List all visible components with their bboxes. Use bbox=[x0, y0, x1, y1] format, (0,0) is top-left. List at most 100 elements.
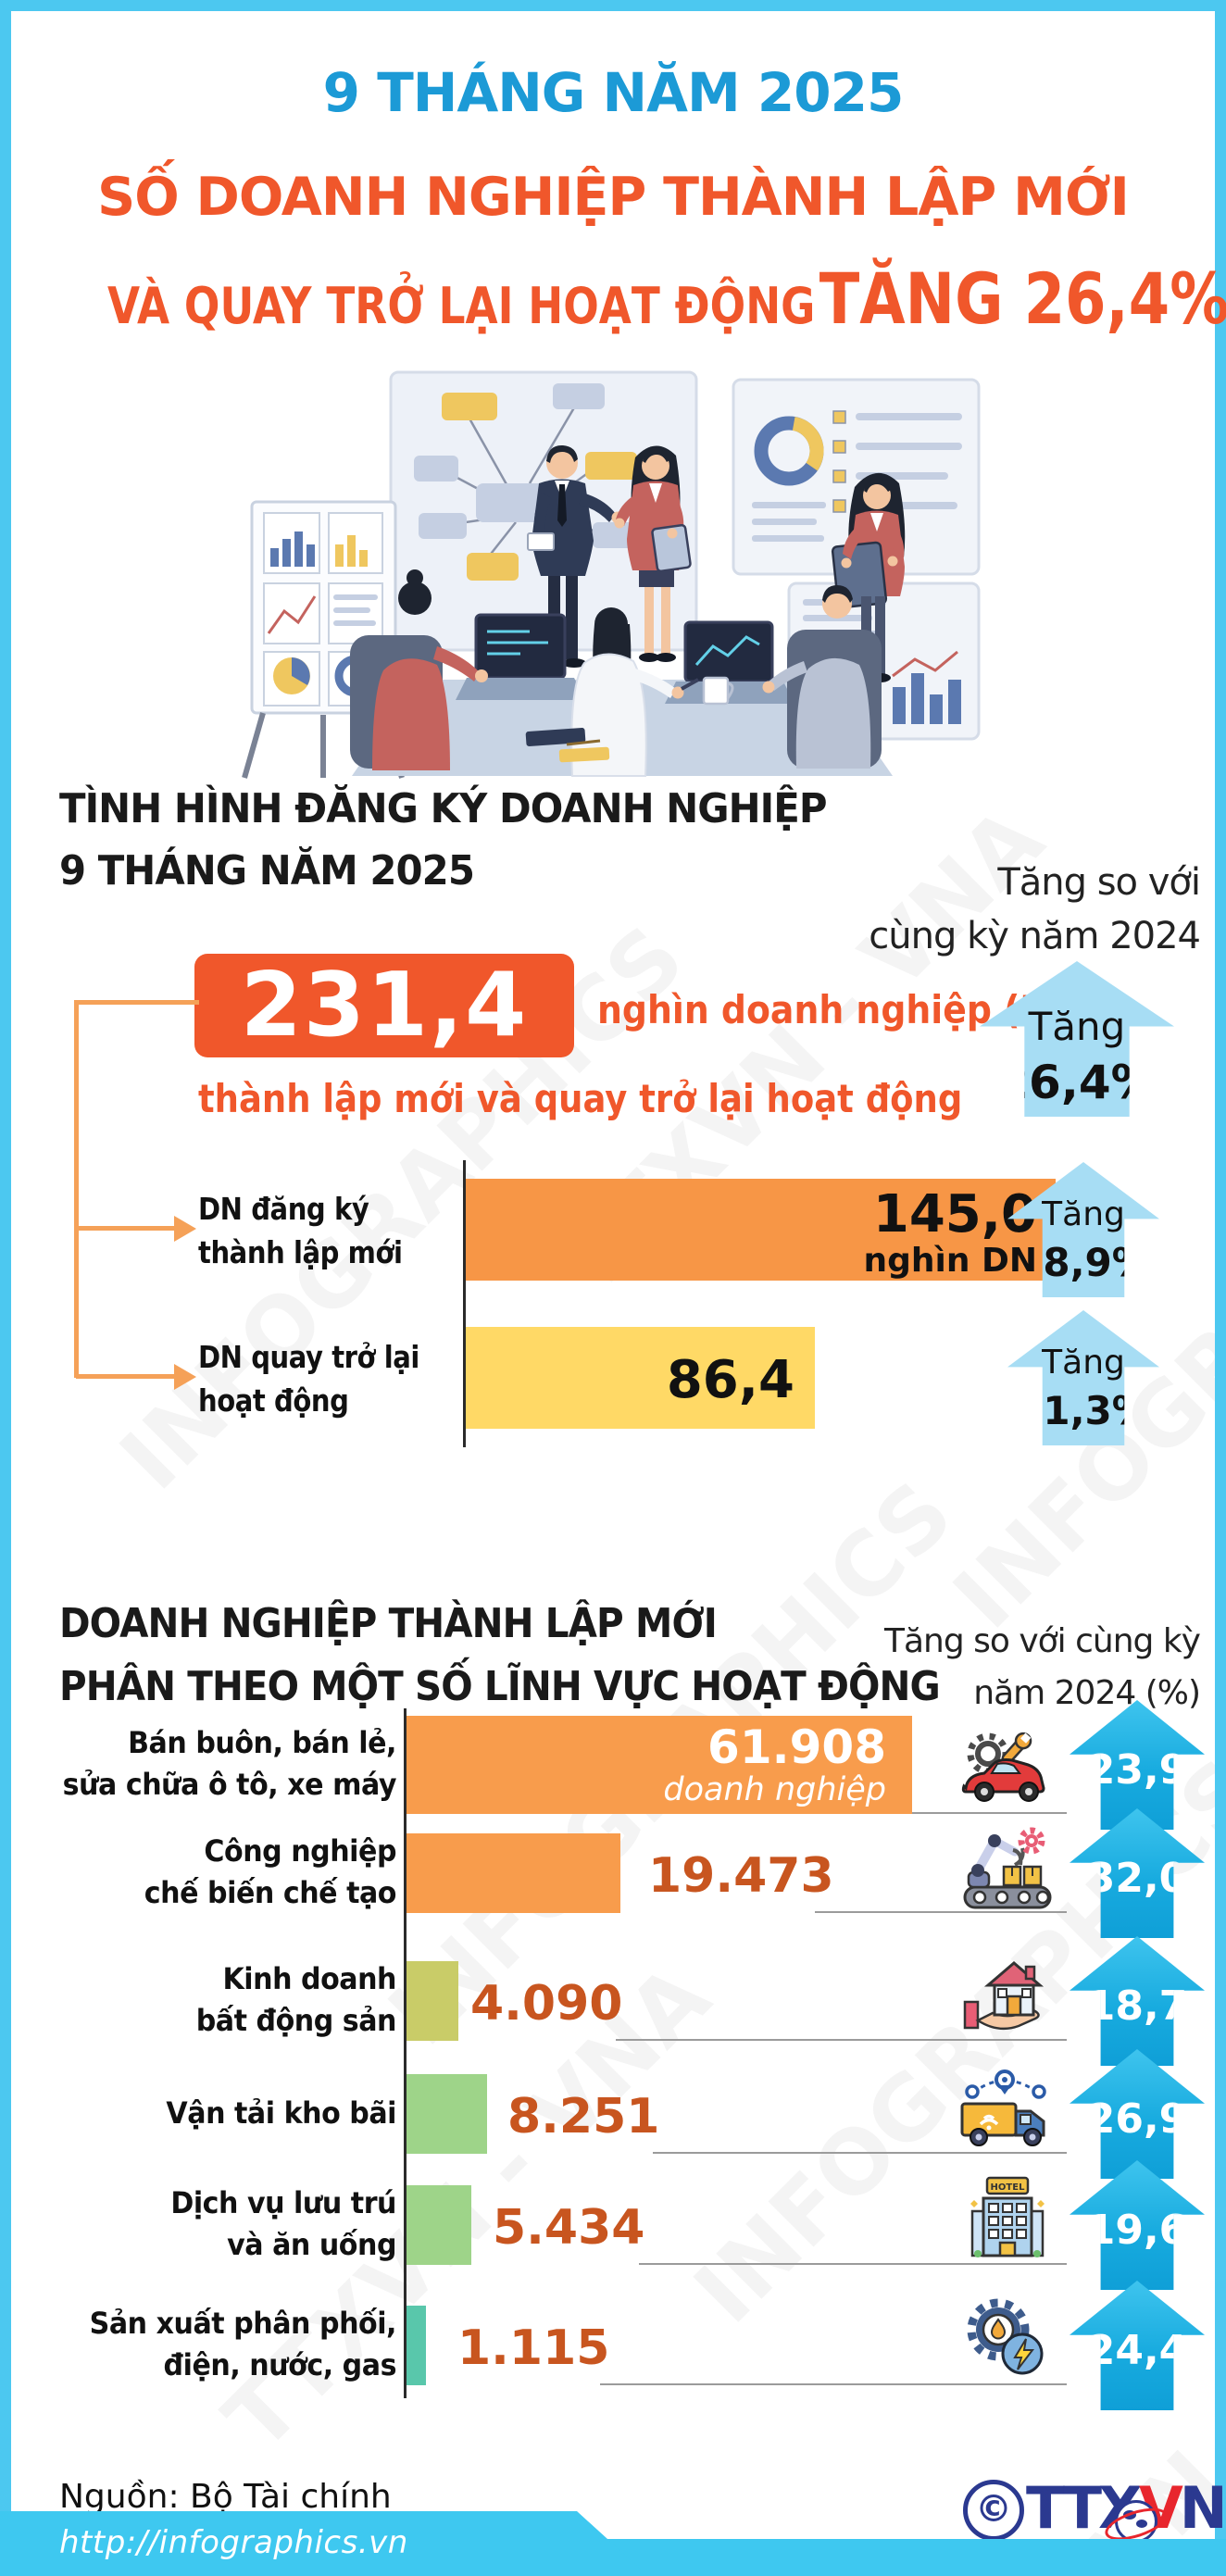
sector-label-line: sửa chữa ô tô, xe máy bbox=[62, 1767, 397, 1802]
section1-bar1-unit: nghìn DN bbox=[863, 1242, 1037, 1280]
period-kicker: 9 THÁNG NĂM 2025 bbox=[322, 61, 905, 124]
sector-growth-bat-dong-san: 18,7 bbox=[1086, 1982, 1188, 2030]
sector-label-line: Dịch vụ lưu trú bbox=[170, 2185, 396, 2220]
sector-baseline-1 bbox=[907, 1812, 1067, 1814]
sector-label-bat-dong-san: Kinh doanh bất động sản bbox=[48, 1958, 397, 2042]
section2-compare-note-line1: Tăng so với cùng kỳ bbox=[883, 1622, 1201, 1660]
car-repair-icon bbox=[961, 1732, 1045, 1802]
sector-value-bat-dong-san: 4.090 bbox=[470, 1976, 623, 2032]
sector-bar-ban-buon bbox=[407, 1716, 912, 1814]
headline-arrow-label: Tăng bbox=[1028, 1004, 1126, 1049]
frame-right bbox=[1215, 0, 1226, 2556]
sector-label-line: Sản xuất phân phối, bbox=[89, 2306, 397, 2341]
sector-growth-van-tai: 26,9 bbox=[1086, 2095, 1188, 2143]
sector-bar-van-tai bbox=[407, 2074, 487, 2154]
sector-label-luu-tru: Dịch vụ lưu trú và ăn uống bbox=[48, 2182, 396, 2266]
person-seated-woman-left bbox=[350, 569, 488, 770]
page-title-highlight: TĂNG 26,4% bbox=[819, 257, 1226, 340]
sector-value-ban-buon: 61.908 bbox=[707, 1720, 886, 1774]
table-props bbox=[525, 676, 734, 763]
sector-bar-bat-dong-san bbox=[407, 1961, 458, 2041]
headline-value-box: 231,4 bbox=[194, 954, 574, 1057]
section1-bar2-arrow-label: Tăng bbox=[1042, 1344, 1125, 1382]
sector-baseline-4 bbox=[653, 2152, 1067, 2154]
real-estate-icon bbox=[963, 1961, 1045, 2031]
sector-growth-arrow-dien-nuoc-gas: 24,4 bbox=[1070, 2281, 1205, 2410]
meeting-illustration bbox=[242, 370, 981, 779]
sector-label-line: điện, nước, gas bbox=[163, 2347, 397, 2382]
section1-bar2-value: 86,4 bbox=[666, 1350, 794, 1410]
source-note: Nguồn: Bộ Tài chính bbox=[59, 2478, 392, 2516]
section1-compare-note-line1: Tăng so với bbox=[997, 861, 1201, 904]
sector-growth-arrow-cong-nghiep: 32,0 bbox=[1070, 1808, 1205, 1938]
headline-value: 231,4 bbox=[240, 955, 529, 1057]
factory-robot-icon bbox=[963, 1827, 1052, 1909]
sector-value-luu-tru: 5.434 bbox=[493, 2200, 645, 2256]
section1-bar2 bbox=[466, 1327, 815, 1429]
sector-baseline-6 bbox=[600, 2383, 1067, 2385]
sector-growth-arrow-van-tai: 26,9 bbox=[1070, 2049, 1205, 2179]
bracket-branch-2 bbox=[76, 1374, 174, 1379]
sector-growth-luu-tru: 19,6 bbox=[1086, 2207, 1188, 2254]
page-title-line2: VÀ QUAY TRỞ LẠI HOẠT ĐỘNG TĂNG 26,4% bbox=[107, 257, 1226, 340]
sector-bar-dien-nuoc-gas bbox=[407, 2306, 426, 2385]
sector-label-dien-nuoc-gas: Sản xuất phân phối, điện, nước, gas bbox=[48, 2303, 397, 2386]
frame-left bbox=[0, 0, 11, 2556]
bracket-top-line bbox=[74, 1000, 199, 1005]
section1-bar1 bbox=[466, 1179, 1056, 1281]
section1-title-line2: 9 THÁNG NĂM 2025 bbox=[59, 847, 475, 894]
section1-bar2-arrow-value: 41,3% bbox=[1016, 1388, 1151, 1433]
headline-desc: thành lập mới và quay trở lại hoạt động bbox=[198, 1076, 963, 1121]
section1-axis bbox=[463, 1160, 466, 1447]
section1-bar2-label: DN quay trở lại hoạt động bbox=[198, 1335, 419, 1422]
sector-growth-cong-nghiep: 32,0 bbox=[1086, 1855, 1188, 1902]
sector-label-line: Công nghiệp bbox=[204, 1833, 396, 1869]
frame-top bbox=[0, 0, 1226, 11]
laptop-left bbox=[456, 613, 585, 700]
footer-url-tab bbox=[0, 2511, 648, 2576]
delivery-truck-icon bbox=[960, 2070, 1046, 2146]
hotel-sign-text: HOTEL bbox=[991, 2182, 1026, 2193]
energy-icon bbox=[967, 2298, 1044, 2375]
sector-growth-arrow-luu-tru: 19,6 bbox=[1070, 2160, 1205, 2290]
sector-label-line: Bán buôn, bán lẻ, bbox=[128, 1725, 396, 1760]
sector-baseline-2 bbox=[815, 1911, 1067, 1913]
sector-label-cong-nghiep: Công nghiệp chế biến chế tạo bbox=[48, 1831, 397, 1914]
laptop-right bbox=[665, 620, 794, 704]
sector-label-line: và ăn uống bbox=[227, 2227, 396, 2262]
bracket-branch-1 bbox=[76, 1226, 174, 1231]
sector-value-van-tai: 8.251 bbox=[507, 2089, 660, 2145]
section1-bar1-label: DN đăng ký thành lập mới bbox=[198, 1187, 403, 1274]
sector-growth-dien-nuoc-gas: 24,4 bbox=[1086, 2327, 1188, 2374]
bracket-arrowhead-1 bbox=[174, 1216, 196, 1242]
section2-title-line1: DOANH NGHIỆP THÀNH LẬP MỚI bbox=[59, 1600, 718, 1647]
sector-label-ban-buon: Bán buôn, bán lẻ, sửa chữa ô tô, xe máy bbox=[48, 1722, 397, 1806]
person-seated-man-right bbox=[762, 585, 882, 769]
sector-value-cong-nghiep: 19.473 bbox=[648, 1848, 834, 1904]
sector-label-line: Vận tải kho bãi bbox=[166, 2095, 396, 2131]
sector-baseline-5 bbox=[639, 2263, 1067, 2265]
sector-growth-ban-buon: 23,9 bbox=[1086, 1746, 1188, 1794]
person-standing-woman-center bbox=[614, 445, 692, 662]
bracket-arrowhead-2 bbox=[174, 1364, 196, 1390]
section1-bar1-arrow-label: Tăng bbox=[1042, 1195, 1125, 1233]
sector-label-line: chế biến chế tạo bbox=[144, 1875, 397, 1910]
headline-growth-arrow: Tăng 26,4% bbox=[980, 961, 1174, 1117]
section1-bar1-value: 145,0 bbox=[872, 1184, 1037, 1244]
section1-bar2-growth-arrow: Tăng 41,3% bbox=[1007, 1310, 1159, 1445]
section1-bar1-label-line1: DN đăng ký bbox=[198, 1191, 369, 1227]
page-title-line1: SỐ DOANH NGHIỆP THÀNH LẬP MỚI bbox=[97, 167, 1130, 228]
sector-label-van-tai: Vận tải kho bãi bbox=[48, 2093, 396, 2134]
bracket-vertical-line bbox=[74, 1000, 79, 1378]
section1-bar2-label-line2: hoạt động bbox=[198, 1382, 349, 1419]
page-title-line2-text: VÀ QUAY TRỞ LẠI HOẠT ĐỘNG bbox=[107, 277, 816, 335]
section2-compare-note-line2: năm 2024 (%) bbox=[973, 1674, 1201, 1712]
sector-bar-cong-nghiep bbox=[407, 1833, 620, 1913]
sector-baseline-3 bbox=[616, 2039, 1067, 2041]
hotel-icon: HOTEL bbox=[970, 2176, 1045, 2257]
sector-bar-luu-tru bbox=[407, 2185, 471, 2265]
website-url: http://infographics.vn bbox=[59, 2524, 408, 2561]
section1-bar2-label-line1: DN quay trở lại bbox=[198, 1339, 419, 1375]
section2-title-line2: PHÂN THEO MỘT SỐ LĨNH VỰC HOẠT ĐỘNG bbox=[59, 1663, 941, 1710]
